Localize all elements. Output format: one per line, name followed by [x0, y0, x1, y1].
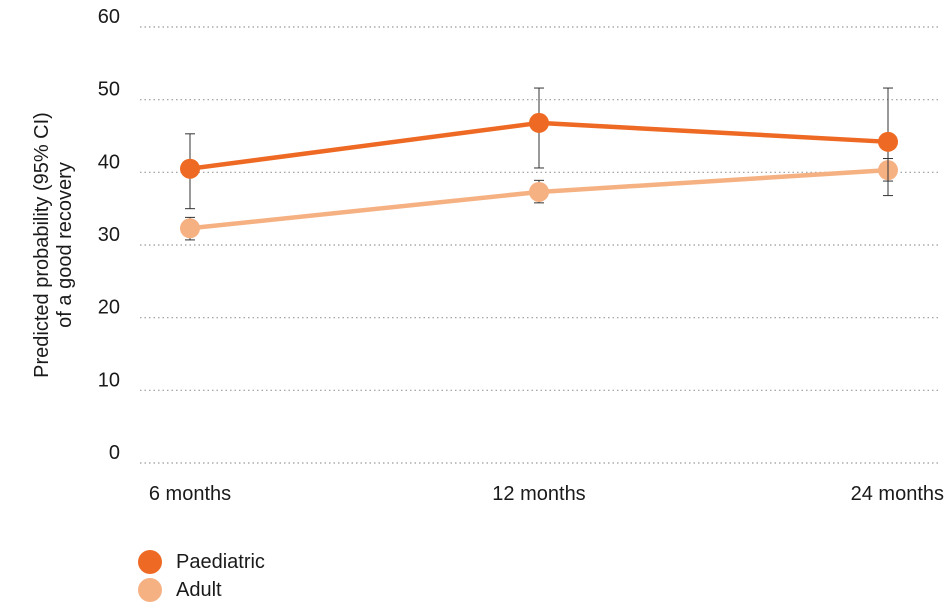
- series-paediatric: [180, 87, 898, 210]
- x-axis-ticks: 6 months 12 months 24 months: [149, 483, 944, 505]
- y-tick-label: 10: [98, 369, 120, 391]
- x-tick-label: 6 months: [149, 483, 231, 505]
- y-tick-label: 30: [98, 224, 120, 246]
- y-tick-label: 20: [98, 297, 120, 319]
- data-point: [529, 112, 549, 133]
- legend-label-paediatric: Paediatric: [176, 550, 265, 573]
- y-axis-title-line-2: of a good recovery: [54, 162, 76, 328]
- y-tick-label: 50: [98, 79, 120, 101]
- legend-item-adult: Adult: [138, 576, 265, 604]
- y-axis-title-line-1: Predicted probability (95% CI): [31, 112, 53, 378]
- data-point: [529, 181, 549, 202]
- legend-item-paediatric: Paediatric: [138, 548, 265, 576]
- y-tick-label: 0: [109, 442, 120, 464]
- y-tick-label: 60: [98, 6, 120, 28]
- legend: Paediatric Adult: [138, 548, 265, 604]
- y-tick-label: 40: [98, 151, 120, 173]
- data-point: [180, 218, 200, 239]
- x-tick-label: 12 months: [492, 483, 585, 505]
- data-point: [180, 158, 200, 179]
- series-layer: [180, 87, 898, 241]
- data-point: [878, 131, 898, 152]
- x-tick-label: 24 months: [851, 483, 944, 505]
- legend-label-adult: Adult: [176, 578, 222, 601]
- y-axis-ticks: 0 10 20 30 40 50 60: [98, 6, 120, 464]
- legend-marker-paediatric: [138, 550, 162, 574]
- gridlines: [140, 26, 940, 464]
- y-axis-title: Predicted probability (95% CI) of a good…: [31, 112, 76, 378]
- legend-marker-adult: [138, 578, 162, 602]
- series-adult: [180, 158, 898, 241]
